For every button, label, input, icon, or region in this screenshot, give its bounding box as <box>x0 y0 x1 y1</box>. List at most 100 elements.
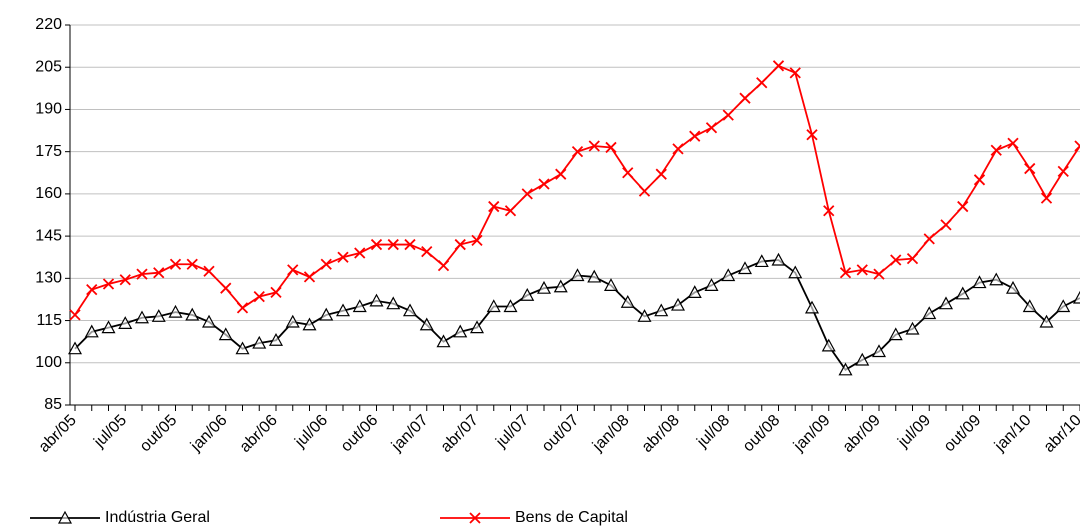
data-point <box>1040 192 1053 204</box>
data-point <box>136 268 148 280</box>
data-point <box>789 67 801 79</box>
legend-item: Indústria Geral <box>30 509 210 526</box>
data-point <box>905 321 920 335</box>
data-point <box>806 129 818 141</box>
x-tick-label: out/07 <box>539 412 583 456</box>
data-point <box>672 143 684 155</box>
data-point <box>437 260 450 272</box>
y-tick-label: 205 <box>35 58 62 75</box>
data-point <box>235 341 250 355</box>
data-point <box>369 293 384 307</box>
data-point <box>287 264 299 276</box>
data-point <box>536 280 552 294</box>
x-tick-label: out/08 <box>740 412 784 456</box>
data-point <box>737 261 753 275</box>
x-tick-label: abr/05 <box>36 412 80 456</box>
y-tick-label: 115 <box>36 312 62 329</box>
data-point <box>705 122 718 134</box>
data-point <box>169 258 182 270</box>
data-point <box>890 254 902 266</box>
data-point <box>402 303 418 317</box>
data-point <box>922 306 937 320</box>
data-point <box>220 282 232 294</box>
data-point <box>521 188 533 200</box>
legend-label: Bens de Capital <box>515 509 628 526</box>
data-point <box>754 254 769 268</box>
data-point <box>101 320 116 334</box>
data-point <box>620 295 635 308</box>
data-point <box>570 268 585 282</box>
data-point <box>655 168 667 180</box>
data-point <box>352 299 367 313</box>
legend-marker <box>469 512 481 524</box>
data-point <box>268 333 284 346</box>
data-point <box>84 324 99 338</box>
x-tick-label: jul/06 <box>291 412 331 452</box>
data-point <box>704 278 719 291</box>
data-point <box>587 269 602 283</box>
data-point <box>471 234 483 246</box>
y-tick-label: 130 <box>35 270 62 287</box>
data-point <box>823 205 835 217</box>
data-point <box>252 335 267 349</box>
y-tick-label: 85 <box>44 396 62 413</box>
data-point <box>839 267 852 279</box>
data-point <box>804 300 820 314</box>
data-point <box>603 278 619 291</box>
data-point <box>102 278 115 290</box>
y-tick-label: 160 <box>35 185 62 202</box>
x-tick-label: out/09 <box>941 412 985 456</box>
data-point <box>605 141 617 154</box>
x-tick-label: jul/09 <box>894 412 934 452</box>
data-point <box>973 174 986 186</box>
data-point <box>722 109 734 121</box>
data-point <box>436 334 451 348</box>
data-point <box>486 299 501 313</box>
x-tick-label: out/06 <box>338 412 382 456</box>
data-point <box>320 258 332 270</box>
x-tick-label: abr/08 <box>639 412 683 456</box>
x-tick-label: abr/09 <box>840 412 884 456</box>
y-tick-label: 175 <box>35 143 62 160</box>
data-point <box>134 310 150 324</box>
y-tick-label: 220 <box>35 16 62 33</box>
data-point <box>588 140 600 152</box>
data-point <box>1005 280 1021 294</box>
data-point <box>1074 140 1080 152</box>
data-point <box>186 258 198 270</box>
data-point <box>990 144 1002 156</box>
x-tick-label: jan/09 <box>790 412 834 456</box>
x-tick-label: out/05 <box>137 412 181 456</box>
data-point <box>185 307 200 321</box>
data-point <box>236 302 249 314</box>
data-point <box>957 200 969 213</box>
data-point <box>453 324 468 338</box>
data-point <box>285 314 300 328</box>
data-point <box>270 286 282 299</box>
data-point <box>303 271 316 283</box>
data-point <box>1056 299 1071 313</box>
data-point <box>454 238 466 251</box>
data-point <box>335 303 351 317</box>
data-point <box>1022 299 1037 313</box>
data-point <box>503 299 518 313</box>
data-point <box>721 268 736 282</box>
data-point <box>319 307 334 321</box>
data-point <box>153 267 165 279</box>
data-point <box>404 238 416 251</box>
data-point <box>354 247 366 259</box>
data-point <box>873 268 885 280</box>
data-point <box>972 275 987 289</box>
data-point <box>654 303 669 317</box>
data-point <box>756 77 768 89</box>
data-point <box>370 238 383 251</box>
data-point <box>923 233 935 245</box>
data-point <box>488 200 500 213</box>
data-point <box>855 352 870 366</box>
x-tick-label: jul/08 <box>693 412 733 452</box>
data-point <box>151 309 166 322</box>
legend-marker <box>57 510 73 524</box>
data-point <box>1072 290 1080 304</box>
data-point <box>386 296 401 310</box>
y-tick-label: 100 <box>35 354 62 371</box>
